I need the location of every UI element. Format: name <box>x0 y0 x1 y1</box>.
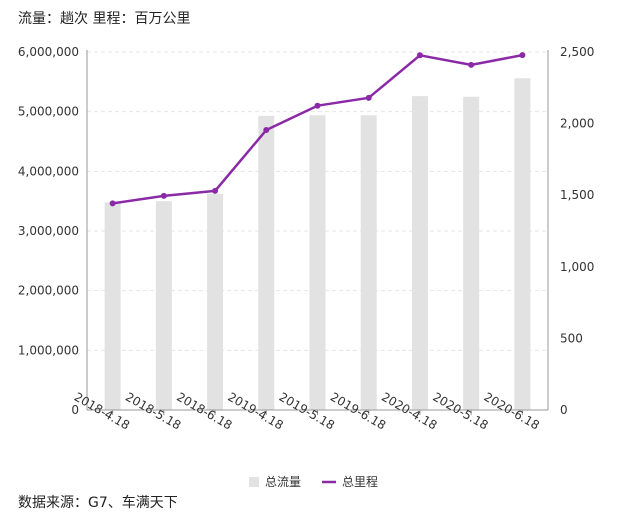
x-tick-label: 2018-5.18 <box>123 390 183 433</box>
right-tick-label: 500 <box>560 331 583 345</box>
x-tick-label: 2018-6.18 <box>174 390 234 433</box>
x-tick-label: 2019-4.18 <box>225 390 285 433</box>
x-tick-label: 2019-6.18 <box>328 390 388 433</box>
left-tick-label: 2,000,000 <box>18 284 79 298</box>
left-tick-label: 3,000,000 <box>18 224 79 238</box>
left-axis-ticks: 0 1,000,000 2,000,000 3,000,000 4,000,000 5,0… <box>18 45 79 417</box>
x-tick-label: 2019-5.18 <box>277 390 337 433</box>
legend-line-label: 总里程 <box>342 474 378 489</box>
left-tick-label: 5,000,000 <box>18 105 79 119</box>
right-tick-label: 1,000 <box>560 260 594 274</box>
left-tick-label: 0 <box>71 403 79 417</box>
legend: 总流量 总里程 <box>249 474 378 489</box>
flow-bar <box>104 202 121 410</box>
chart-units-label: 流量：趟次 里程：百万公里 <box>18 11 191 27</box>
mileage-point <box>365 94 372 101</box>
flow-bar <box>514 78 531 411</box>
flow-bar <box>463 96 480 410</box>
mileage-point <box>416 52 423 59</box>
data-source-label: 数据来源：G7、车满天下 <box>18 495 178 511</box>
x-tick-label: 2020-4.18 <box>379 390 439 433</box>
mileage-point <box>263 127 270 134</box>
flow-bar <box>207 194 224 410</box>
mileage-point <box>212 187 219 194</box>
mileage-point <box>160 192 167 199</box>
x-tick-label: 2020-5.18 <box>430 390 490 433</box>
mileage-point <box>468 61 475 68</box>
mileage-point <box>109 200 116 207</box>
flow-bar <box>309 115 326 410</box>
flow-bar <box>155 201 172 410</box>
legend-bar-label: 总流量 <box>265 475 301 489</box>
right-tick-label: 1,500 <box>560 188 594 202</box>
right-tick-label: 0 <box>560 403 568 417</box>
flow-bar <box>258 115 275 411</box>
bars <box>104 78 531 411</box>
left-tick-label: 4,000,000 <box>18 164 79 178</box>
mileage-point <box>314 102 321 109</box>
flow-bar <box>411 96 428 411</box>
right-axis-ticks: 0 500 1,000 1,500 2,000 2,500 <box>560 45 594 417</box>
mileage-line <box>109 52 526 207</box>
x-tick-label: 2018-4.18 <box>72 390 132 433</box>
mileage-point <box>519 52 526 59</box>
flow-bar <box>360 115 377 410</box>
x-tick-label: 2020-6.18 <box>482 390 542 433</box>
left-tick-label: 6,000,000 <box>18 45 79 59</box>
right-tick-label: 2,000 <box>560 117 594 131</box>
left-tick-label: 1,000,000 <box>18 343 79 357</box>
right-tick-label: 2,500 <box>560 45 594 59</box>
legend-bar-swatch <box>249 477 259 487</box>
